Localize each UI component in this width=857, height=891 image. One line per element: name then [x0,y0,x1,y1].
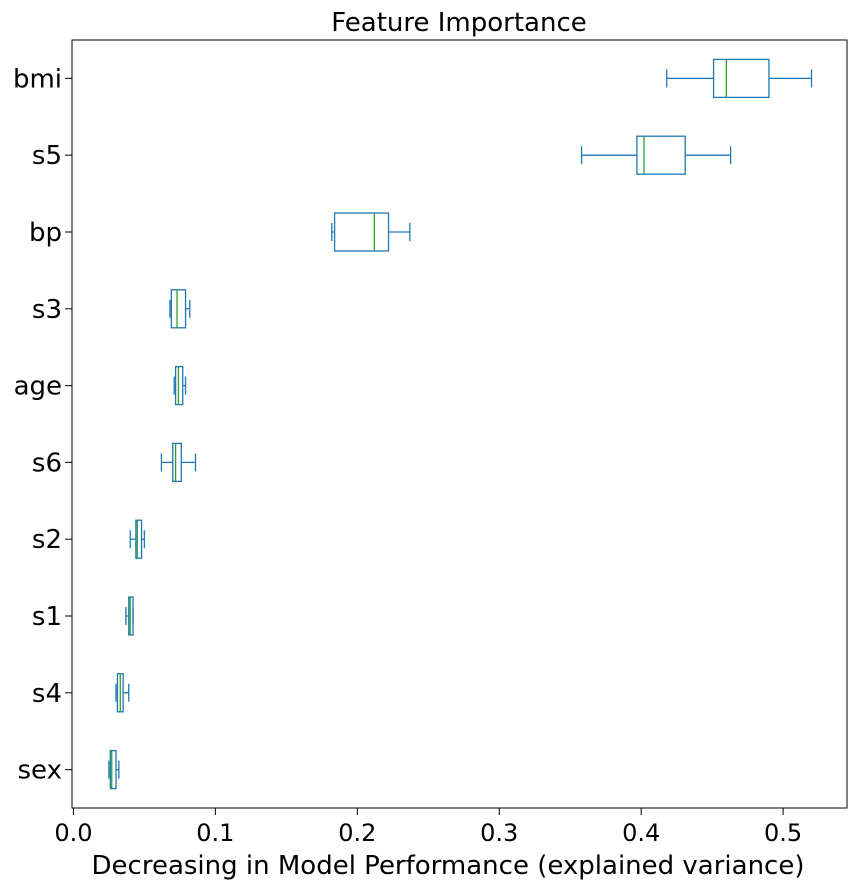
box-age [174,365,184,406]
box-s2 [135,519,143,559]
x-tick-label: 0.0 [54,819,92,847]
x-tick-label: 0.1 [196,819,234,847]
y-tick-label: age [14,372,62,402]
box-s5 [636,135,686,175]
x-tick-label: 0.4 [622,819,660,847]
y-tick-label: s1 [32,602,62,632]
y-tick-label: s3 [32,295,62,325]
box-bmi [712,58,770,99]
y-tick-label: s6 [32,448,62,478]
plot-area: 0.0 0.1 0.2 0.3 0.4 0.5 bmi s5 bp s3 age s6 s2 s1 s4 se… [13,58,813,847]
box-s6 [172,442,182,483]
y-tick-label: s4 [32,679,62,709]
y-tick-label: bp [29,218,62,248]
box-sex [109,749,117,790]
x-tick-label: 0.3 [480,819,518,847]
x-tick-label: 0.2 [338,819,376,847]
box-s1 [128,596,134,636]
y-tick-label: s5 [32,141,62,171]
box-bp [333,212,390,252]
y-tick-label: s2 [32,525,62,555]
y-tick-label: bmi [13,64,62,94]
x-axis-label: Decreasing in Model Performance (explain… [92,851,805,881]
x-tick-label: 0.5 [764,819,802,847]
box-s3 [170,289,187,329]
y-tick-label: sex [18,756,62,786]
chart-title: Feature Importance [331,8,587,38]
plot-frame [71,39,848,809]
